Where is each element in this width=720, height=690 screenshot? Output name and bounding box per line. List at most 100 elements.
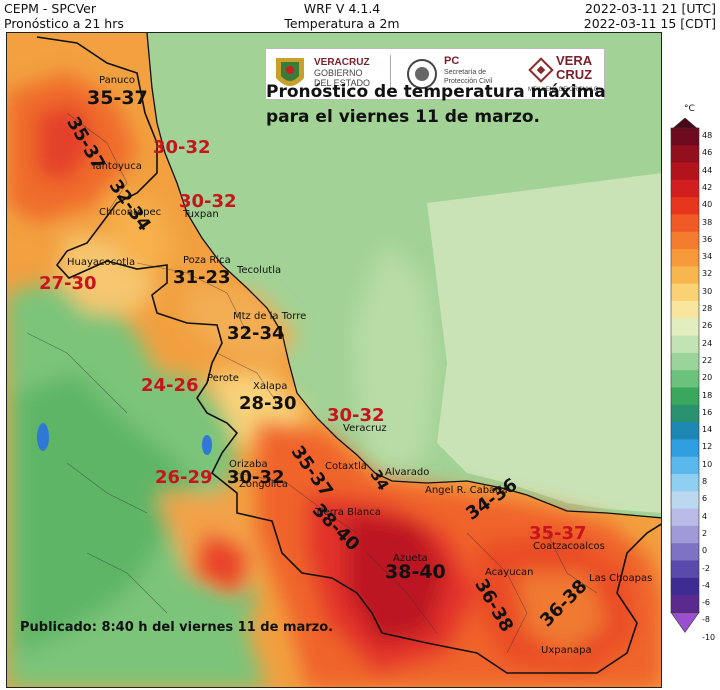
colorbar-swatch [671,387,699,406]
colorbar-tick-label: 44 [702,165,713,175]
colorbar-tick-label: 32 [702,269,713,279]
city-tierrablanca: Tierra Blanca [315,507,381,518]
logo-pc-line1: Secretaría de [444,69,487,76]
colorbar-tick-label: 6 [702,494,708,504]
valid-time-utc: 2022-03-11 21 [UTC] [584,1,716,16]
city-orizaba: Orizaba [229,459,268,470]
colorbar-tick-label: -8 [702,615,710,625]
range-orizaba: 30-32 [227,467,285,488]
city-angel: Angel R. Cabada [425,485,508,496]
range-veracruz: 30-32 [327,405,385,426]
colorbar-tick-label: 4 [702,511,708,521]
range-panuco: 35-37 [87,87,148,109]
published-note: Publicado: 8:40 h del viernes 11 de marz… [20,620,334,635]
colorbar-tick-label: 24 [702,338,713,348]
map-title-line1: Pronóstico de temperatura máxima [266,82,606,102]
city-acayucan: Acayucan [485,567,534,578]
range-xalapa: 28-30 [239,393,297,414]
city-coatzacoalcos: Coatzacoalcos [533,541,605,552]
city-xalapa: Xalapa [253,381,288,392]
deep-sea-band [352,243,437,473]
range-martinez: 32-34 [227,323,285,344]
colorbar-tick-label: -2 [702,563,710,573]
far-sea [427,173,661,513]
colorbar-swatch [671,197,699,215]
colorbar-swatch [671,335,699,354]
colorbar-swatch [671,404,699,423]
colorbar-swatch [671,179,699,198]
colorbar-swatch [671,231,699,250]
colorbar-tick-label: 38 [702,217,713,227]
map-title: Pronóstico de temperatura máxima para el… [266,80,606,130]
logo-veracruz-line1: VERACRUZ [314,57,370,68]
logo-pc-abbr: PC [444,55,460,67]
colorbar-swatch [671,439,699,458]
colorbar-swatch [671,577,699,596]
colorbar-unit: °C [684,104,695,114]
city-huayacocotla: Huayacocotla [67,257,136,268]
cold-spot-west [37,423,49,451]
veracruz-shield-icon [276,58,304,86]
range-pozarica: 31-23 [173,267,231,288]
range-huayacocotla: 27-30 [39,273,97,294]
colorbar-swatch [671,543,699,561]
city-panuco: Panuco [99,75,136,86]
pc-seal-icon [407,59,437,89]
colorbar-tick-label: -10 [702,632,716,642]
colorbar-swatch [671,266,699,285]
range-orizaba-west: 26-29 [155,467,213,488]
logo-pc-line2: Protección Civil [444,78,493,85]
city-pozarica: Poza Rica [183,255,231,266]
variable-name: Temperatura a 2m [284,16,400,31]
colorbar-tick-label: -4 [702,580,710,590]
range-perote: 24-26 [141,375,199,396]
colorbar-tick-label: 46 [702,148,713,158]
city-cotaxtla: Cotaxtla [325,461,367,472]
state-border [36,36,661,674]
range-coatzacoalcos: 35-37 [529,523,587,544]
city-chicontepec: Chicontepec [99,207,162,218]
valid-time-cdt: 2022-03-11 15 [CDT] [583,16,716,31]
header-center: WRF V 4.1.4 Temperatura a 2m [272,1,412,31]
colorbar-swatch [671,214,699,233]
city-uxpanapa: Uxpanapa [541,645,592,656]
logo-vc-line2: CRUZ [556,67,593,82]
colorbar-tick-label: 2 [702,528,708,538]
municipal-borders [26,112,598,654]
colorbar-tick-label: -6 [702,598,710,608]
city-alvarado: Alvarado [385,467,430,478]
colorbar-swatches [670,118,700,633]
city-zongolica: Zongolica [239,479,288,490]
colorbar-tick-label: 18 [702,390,713,400]
colorbar-tick-label: 12 [702,442,713,452]
colorbar-tick-label: 0 [702,546,708,556]
colorbar-swatch [671,249,699,267]
city-laschoapas: Las Choapas [589,573,653,584]
logo-divider [390,55,391,93]
city-martinez: Mtz de la Torre [233,311,307,322]
colorbar-tick-label: 20 [702,373,713,383]
colorbar-tick-label: 40 [702,200,713,210]
model-version: WRF V 4.1.4 [303,1,381,16]
colorbar-tick-label: 34 [702,252,713,262]
colorbar-swatch [671,128,699,146]
colorbar-frame [670,127,700,613]
colorbar-swatch [671,525,699,544]
colorbar-tick-label: 26 [702,321,713,331]
header-left: CEPM - SPCVer Pronóstico a 21 hrs [4,1,124,31]
map-title-line2: para el viernes 11 de marzo. [266,107,540,127]
colorbar-tick-label: 30 [702,286,713,296]
range-tuxpan: 30-32 [179,191,237,212]
colorbar-swatch [671,508,699,527]
colorbar-swatch [671,456,699,475]
model-source: CEPM - SPCVer [4,1,97,16]
coastline [146,33,661,519]
forecast-horizon: Pronóstico a 21 hrs [4,16,124,31]
city-tecolutla: Tecolutla [237,265,282,276]
range-azueta: 38-40 [385,561,446,583]
range-coast-north: 30-32 [153,137,211,158]
colorbar-tick-label: 36 [702,234,713,244]
colorbar-tick-label: 14 [702,425,713,435]
colorbar-swatch [671,422,699,440]
colorbar-tick-label: 10 [702,459,713,469]
